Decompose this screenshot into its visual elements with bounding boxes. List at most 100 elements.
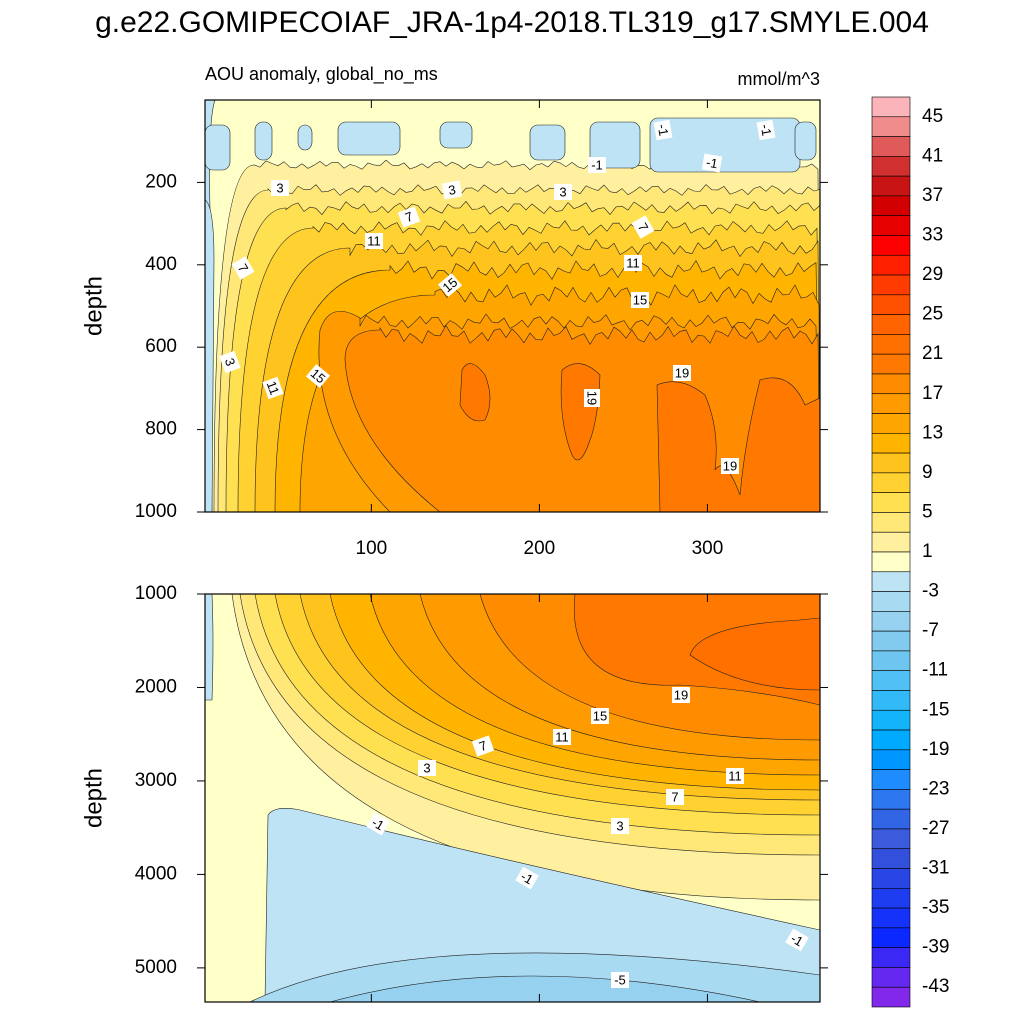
contour-band [656,377,820,512]
colorbar-box [871,294,911,315]
contour-label-text: 11 [626,255,640,270]
contour-label-text: 3 [616,818,623,833]
colorbar-box [871,531,911,553]
contour-label-box [365,233,383,249]
colorbar-box [871,690,911,711]
colorbar-box [871,729,911,751]
contour-label-text: -1 [758,123,775,137]
contour-band [205,199,215,512]
contour-band [254,121,273,161]
colorbar-box [871,274,911,296]
colorbar-box [871,116,911,137]
contour-band [205,594,214,701]
colorbar-tick-label: -19 [922,739,949,760]
contour-label-box [631,292,649,308]
colorbar-tick-label: 13 [922,422,943,443]
contour-label-text: 11 [555,729,569,744]
contour-label-text: 3 [423,760,430,775]
contour-label-text: 3 [222,356,239,368]
contour-label: 19 [673,365,691,381]
colorbar-box [871,314,911,335]
contour-label: 19 [721,458,739,474]
contour-label: 7 [397,206,421,228]
x-tick-label: 100 [356,538,388,559]
contour-label-box [591,708,609,724]
contour-label: -1 [515,866,539,890]
contour-label-box [553,729,571,745]
colorbar-box [871,512,911,533]
contour-label-text: 7 [403,209,415,226]
contour-label: 3 [441,180,463,200]
y-tick-label: 4000 [135,863,177,884]
colorbar-box [871,848,911,869]
contour-label-box [726,768,744,784]
colorbar-tick-label: -39 [922,937,949,958]
contour-label-box [515,866,539,890]
contour-label-box [672,687,690,703]
x-tick-label: 200 [524,538,556,559]
contour-label: 15 [305,364,331,388]
colorbar-box [871,789,911,810]
colorbar-box [871,868,911,889]
y-tick-label: 200 [145,171,177,192]
contour-label-text: 3 [447,182,457,198]
x-tick-label: 300 [692,538,724,559]
contour-label: 11 [365,233,383,249]
contour-label-text: 3 [276,180,283,195]
contour-label: 3 [611,818,629,834]
contour-fill [205,100,820,512]
contour-label-text: 11 [367,233,381,248]
colorbar-box [871,452,911,474]
colorbar-box [871,156,911,177]
contour-label-box [219,350,241,374]
contour-label-text: 3 [559,184,566,199]
contour-label: 11 [553,729,571,745]
contour-label: 3 [219,350,241,374]
contour-label: 15 [631,292,649,308]
contour-label: -1 [785,928,809,952]
contour-band [649,117,801,173]
colorbar-box [871,670,911,691]
colorbar-box [871,769,911,790]
contour-label-box [611,972,629,988]
colorbar-box [871,96,911,118]
contour-label: -1 [366,812,390,836]
contour-label: 11 [624,255,642,271]
contour-label: -1 [588,157,606,173]
colorbar-box [871,136,911,157]
contour-label-box [701,153,723,173]
contour-label-text: -1 [591,157,603,172]
contour-label-text: 19 [674,687,688,702]
contour-label-box [366,812,390,836]
colorbar-box [871,650,911,671]
colorbar-tick-label: 25 [922,304,943,325]
y-tick-label: 5000 [135,957,177,978]
contour-label-box [418,760,436,776]
contour-label-text: 19 [723,458,737,473]
contour-label-box [673,365,691,381]
colorbar-box [871,749,911,770]
contour-label: 7 [631,215,655,239]
plot-frame [204,99,821,513]
colorbar-tick-label: 5 [922,501,933,522]
colorbar-box [871,254,911,276]
colorbar-box [871,492,911,513]
contour-label-box [441,180,463,200]
contour-label-box [721,458,739,474]
contour-fill [205,594,820,1002]
colorbar-box [871,808,911,830]
colorbar-box [871,373,911,395]
colorbar-tick-label: 41 [922,145,943,166]
contour-label-text: 19 [585,391,600,405]
colorbar-box [871,175,911,197]
contour-band [205,124,231,171]
y-axis-label: depth [80,768,107,828]
colorbar-tick-label: 45 [922,106,943,127]
contour-band [689,617,820,691]
contour-band [589,121,641,169]
colorbar-tick-label: -11 [922,660,948,681]
contour-label-text: -1 [655,123,672,137]
contour-label: 19 [672,687,690,703]
contour-label: -5 [611,972,629,988]
colorbar-box [871,709,911,731]
